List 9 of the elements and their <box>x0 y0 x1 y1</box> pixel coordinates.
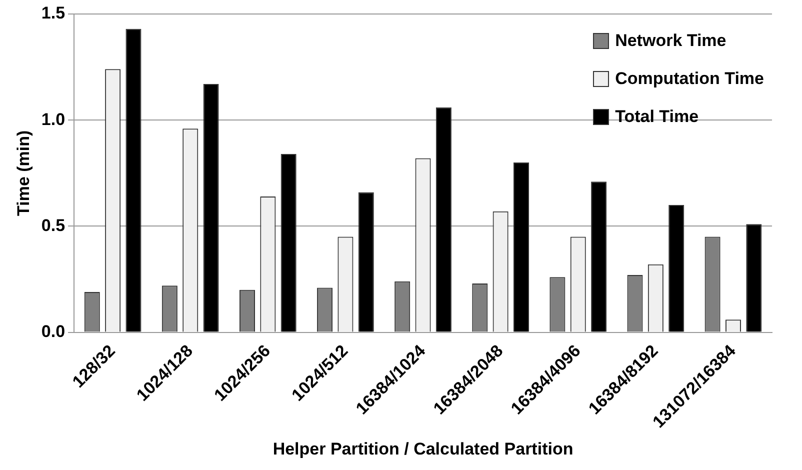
legend-label: Computation Time <box>615 69 764 89</box>
legend-label: Network Time <box>615 31 726 51</box>
x-axis-title: Helper Partition / Calculated Partition <box>272 439 574 458</box>
y-tick-label: 1.5 <box>41 4 66 23</box>
y-axis-title: Time (min) <box>14 130 33 216</box>
y-tick-label: 1.0 <box>41 110 66 129</box>
y-tick-label: 0.5 <box>41 216 66 235</box>
legend-label: Total Time <box>615 107 699 127</box>
y-tick-label: 0.0 <box>41 322 66 341</box>
